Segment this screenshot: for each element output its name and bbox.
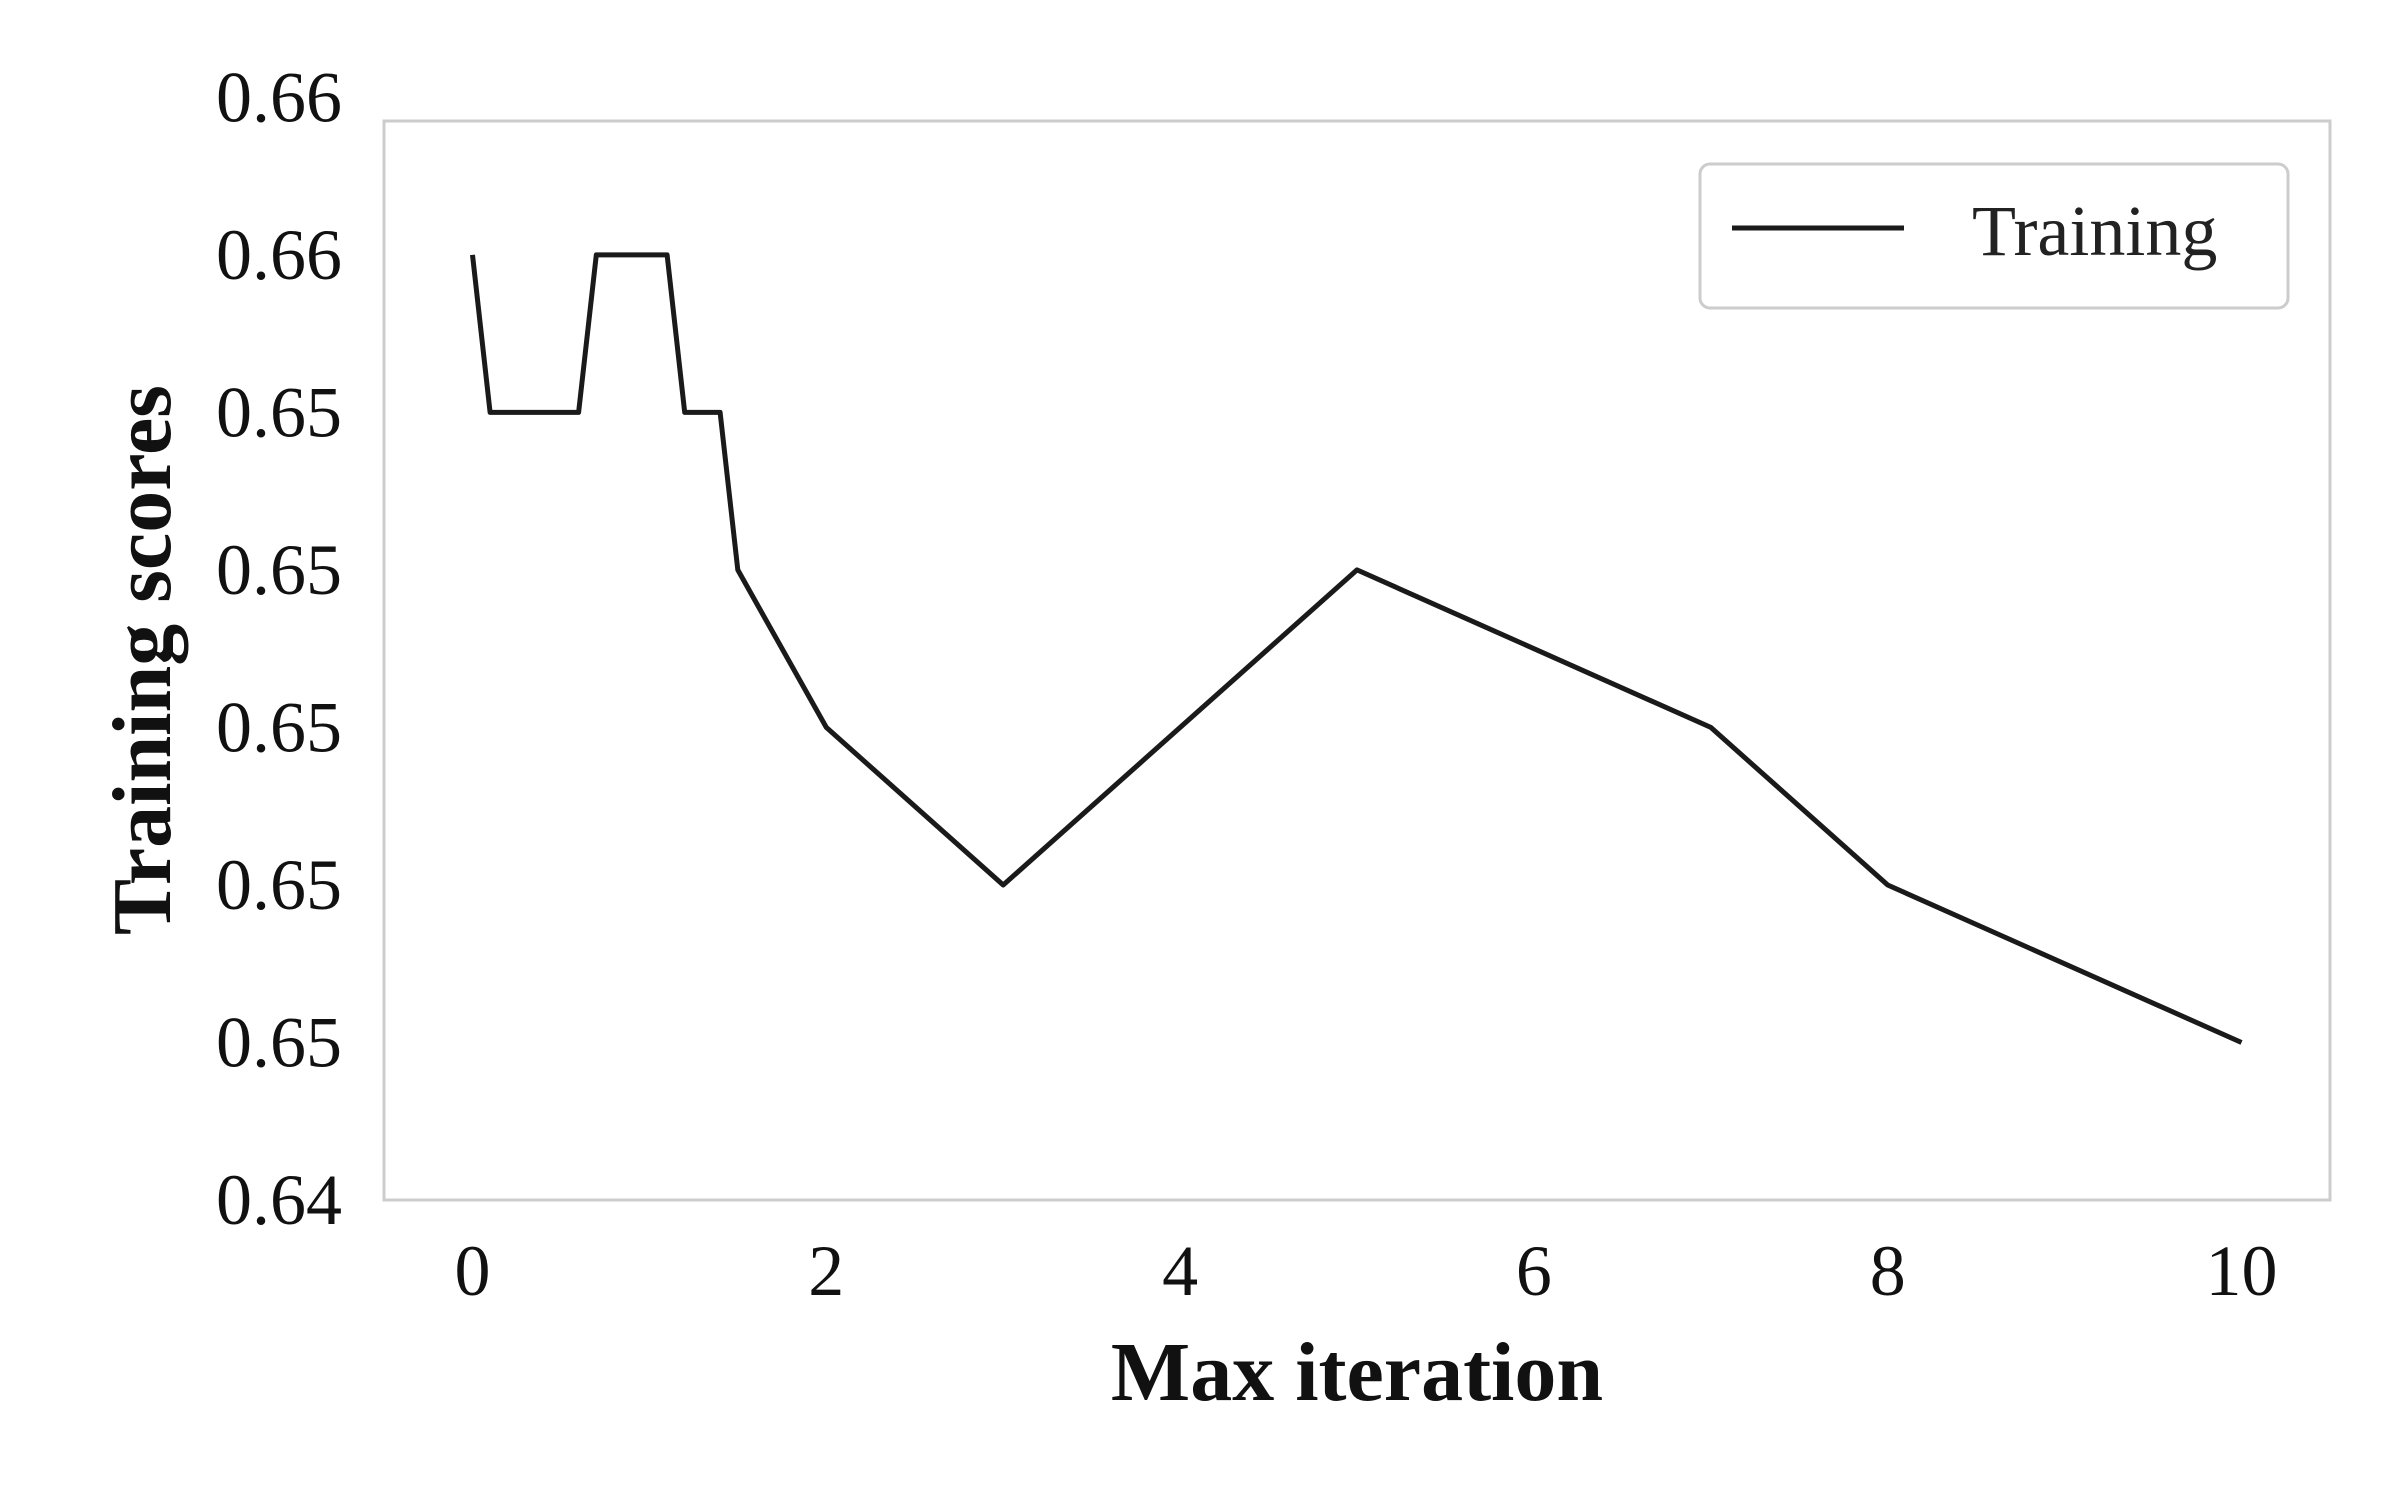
legend-box [1698, 162, 2290, 310]
x-tick-label: 0 [454, 1231, 490, 1311]
legend-label-training: Training [1972, 191, 2217, 271]
x-tick-label: 2 [808, 1231, 844, 1311]
y-tick-label: 0.65 [216, 530, 342, 610]
series-layer [470, 252, 2243, 1045]
y-tick-label: 0.66 [216, 215, 342, 295]
y-tick-label: 0.65 [216, 845, 342, 925]
y-tick-label: 0.65 [216, 687, 342, 767]
legend: Training [1698, 162, 2290, 310]
x-tick-label: 10 [2206, 1231, 2278, 1311]
series-line-training [470, 252, 2243, 1045]
x-axis-ticks: 0 2 4 6 8 10 [454, 1231, 2277, 1311]
y-tick-label: 0.64 [216, 1160, 342, 1240]
y-tick-label: 0.66 [216, 57, 342, 137]
y-axis-ticks: 0.64 0.65 0.65 0.65 0.65 0.65 0.66 0.66 [216, 57, 342, 1240]
x-tick-label: 4 [1162, 1231, 1198, 1311]
x-tick-label: 6 [1516, 1231, 1552, 1311]
y-tick-label: 0.65 [216, 372, 342, 452]
x-tick-label: 8 [1870, 1231, 1906, 1311]
y-axis-title: Training scores [96, 385, 189, 935]
y-tick-label: 0.65 [216, 1002, 342, 1082]
plot-area-frame [382, 119, 2332, 1202]
x-axis-title: Max iteration [1111, 1326, 1603, 1419]
